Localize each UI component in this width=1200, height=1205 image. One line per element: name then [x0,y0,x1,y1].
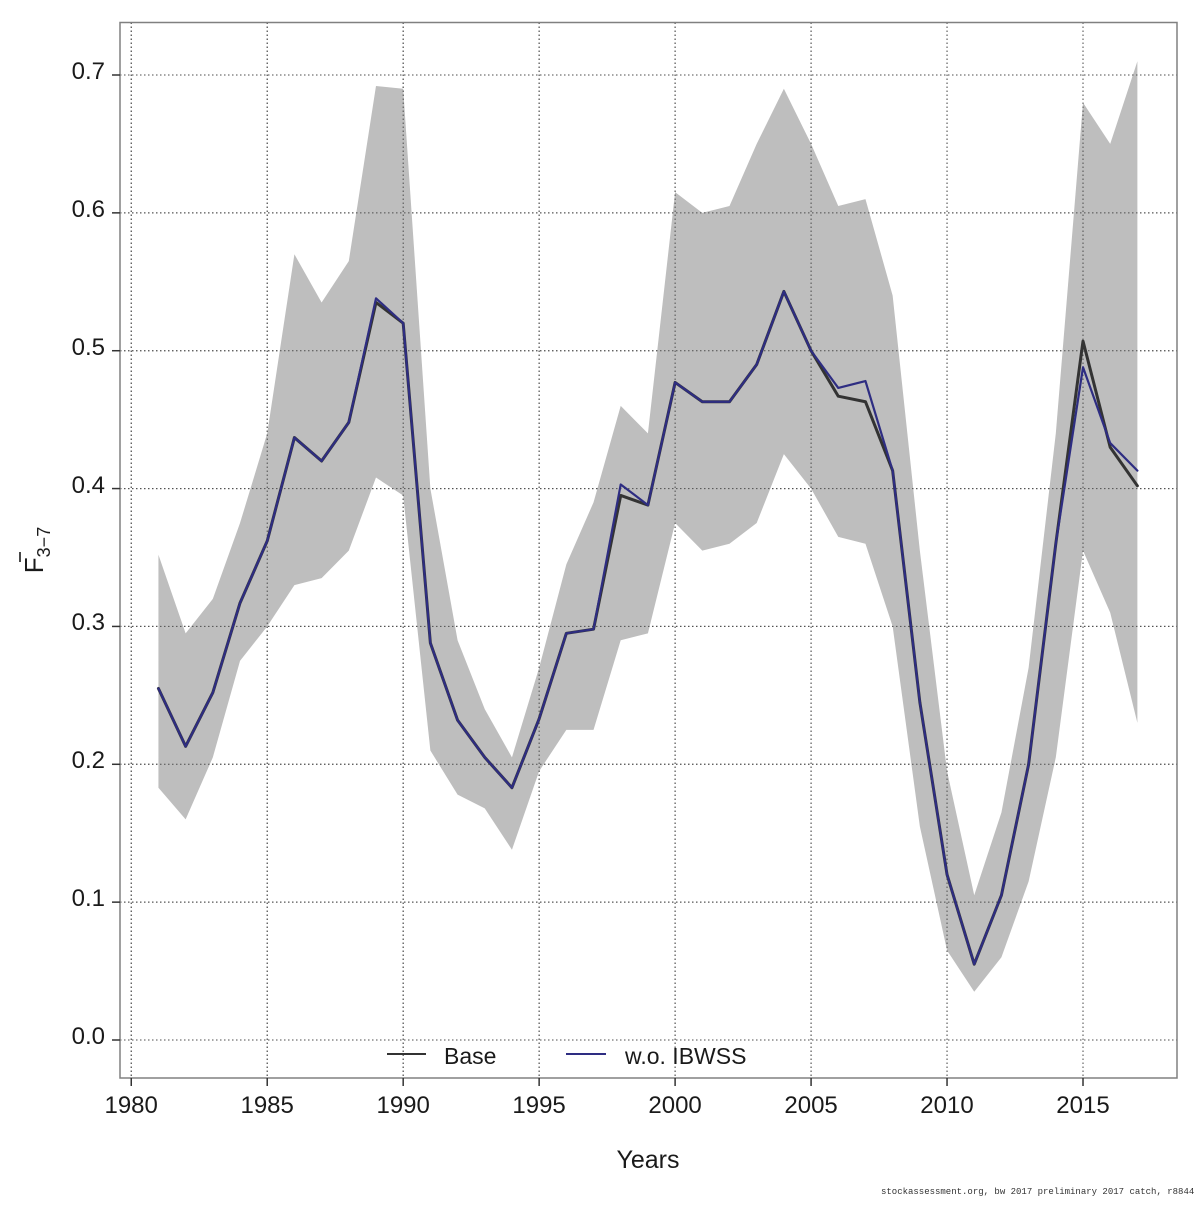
svg-text:F3−7: F3−7 [19,527,54,573]
